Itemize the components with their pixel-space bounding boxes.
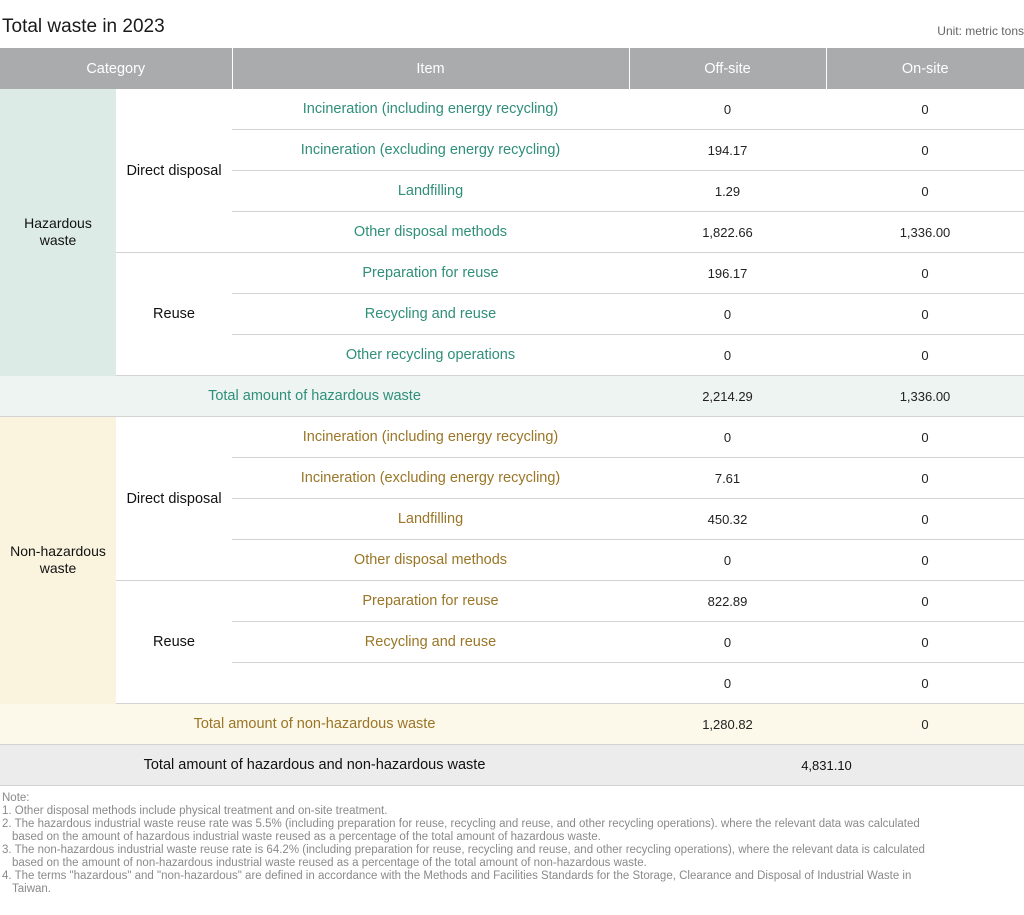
total-non-hazardous-off-site: 1,280.82 [629, 703, 826, 745]
note-item: 2. The hazardous industrial waste reuse … [2, 818, 920, 830]
table-row: 0 0 [0, 662, 1024, 704]
on-site-cell: 0 [826, 170, 1024, 212]
unit-label: Unit: metric tons [937, 24, 1024, 38]
item-cell: Preparation for reuse [232, 580, 629, 622]
category-label: Non-hazardous [10, 543, 106, 560]
note-item: based on the amount of non-hazardous ind… [12, 857, 647, 869]
table-row: Reuse Preparation for reuse 196.17 0 [0, 252, 1024, 376]
on-site-cell: 0 [826, 621, 1024, 663]
item-cell: Landfilling [232, 170, 629, 212]
table-row: Other disposal methods 1,822.66 1,336.00 [0, 211, 1024, 253]
table-row: Non-hazardous waste Direct disposal Inci… [0, 416, 1024, 704]
header-on-site: On-site [826, 48, 1024, 89]
note-item: Taiwan. [12, 883, 51, 895]
total-non-hazardous-row: Total amount of non-hazardous waste 1,28… [0, 703, 1024, 745]
off-site-cell: 194.17 [629, 129, 826, 171]
note-item: based on the amount of hazardous industr… [12, 831, 601, 843]
total-hazardous-row: Total amount of hazardous waste 2,214.29… [0, 375, 1024, 417]
item-cell: Recycling and reuse [232, 293, 629, 335]
item-cell: Other disposal methods [232, 211, 629, 253]
table-row: Recycling and reuse 0 0 [0, 293, 1024, 335]
on-site-cell: 0 [826, 498, 1024, 540]
table-row: Other recycling operations 0 0 [0, 334, 1024, 376]
category-label: waste [39, 232, 77, 249]
category-hazardous: Hazardous waste [0, 89, 116, 376]
category-non-hazardous: Non-hazardous waste [0, 416, 116, 704]
off-site-cell: 196.17 [629, 252, 826, 294]
on-site-cell: 0 [826, 662, 1024, 704]
total-hazardous-label: Total amount of hazardous waste [0, 375, 629, 417]
total-hazardous-on-site: 1,336.00 [826, 375, 1024, 417]
item-cell [232, 662, 629, 704]
waste-table: Category Item Off-site On-site Hazardous… [0, 48, 1024, 786]
note-item: 4. The terms "hazardous" and "non-hazard… [2, 870, 912, 882]
off-site-cell: 0 [629, 539, 826, 581]
note-item: 3. The non-hazardous industrial waste re… [2, 844, 925, 856]
on-site-cell: 0 [826, 129, 1024, 171]
header-category: Category [0, 48, 233, 89]
table-row: Reuse Preparation for reuse 822.89 0 [0, 580, 1024, 704]
off-site-cell: 0 [629, 621, 826, 663]
subcategory-reuse: Reuse [116, 252, 232, 376]
total-non-hazardous-on-site: 0 [826, 703, 1024, 745]
off-site-cell: 450.32 [629, 498, 826, 540]
on-site-cell: 0 [826, 416, 1024, 458]
grand-total-value: 4,831.10 [629, 744, 1024, 786]
notes-heading: Note: [2, 792, 30, 804]
on-site-cell: 0 [826, 334, 1024, 376]
grand-total-label: Total amount of hazardous and non-hazard… [0, 744, 629, 786]
table-row: Incineration (excluding energy recycling… [0, 457, 1024, 499]
item-cell: Incineration (excluding energy recycling… [232, 457, 629, 499]
off-site-cell: 822.89 [629, 580, 826, 622]
subcategory-direct-disposal: Direct disposal [116, 89, 232, 253]
item-cell: Incineration (excluding energy recycling… [232, 129, 629, 171]
item-cell: Other recycling operations [232, 334, 629, 376]
item-cell: Other disposal methods [232, 539, 629, 581]
header-item: Item [232, 48, 630, 89]
off-site-cell: 1.29 [629, 170, 826, 212]
on-site-cell: 0 [826, 539, 1024, 581]
item-cell: Preparation for reuse [232, 252, 629, 294]
subcategory-direct-disposal: Direct disposal [116, 416, 232, 581]
on-site-cell: 0 [826, 457, 1024, 499]
table-header-row: Category Item Off-site On-site [0, 48, 1024, 89]
table-row: Landfilling 1.29 0 [0, 170, 1024, 212]
on-site-cell: 0 [826, 293, 1024, 335]
category-label: waste [39, 560, 77, 577]
page-title: Total waste in 2023 [2, 16, 165, 37]
off-site-cell: 0 [629, 416, 826, 458]
off-site-cell: 0 [629, 293, 826, 335]
header-off-site: Off-site [629, 48, 827, 89]
off-site-cell: 0 [629, 662, 826, 704]
table-row: Recycling and reuse 0 0 [0, 621, 1024, 663]
off-site-cell: 1,822.66 [629, 211, 826, 253]
item-cell: Recycling and reuse [232, 621, 629, 663]
on-site-cell: 0 [826, 89, 1024, 130]
item-cell: Incineration (including energy recycling… [232, 416, 629, 458]
total-hazardous-off-site: 2,214.29 [629, 375, 826, 417]
item-cell: Incineration (including energy recycling… [232, 89, 629, 130]
table-row: Landfilling 450.32 0 [0, 498, 1024, 540]
on-site-cell: 1,336.00 [826, 211, 1024, 253]
item-cell: Landfilling [232, 498, 629, 540]
table-row: Other disposal methods 0 0 [0, 539, 1024, 581]
off-site-cell: 7.61 [629, 457, 826, 499]
grand-total-row: Total amount of hazardous and non-hazard… [0, 744, 1024, 786]
table-row: Incineration (excluding energy recycling… [0, 129, 1024, 171]
off-site-cell: 0 [629, 334, 826, 376]
notes-section: Note: 1. Other disposal methods include … [2, 792, 1024, 896]
total-non-hazardous-label: Total amount of non-hazardous waste [0, 703, 629, 745]
off-site-cell: 0 [629, 89, 826, 130]
table-row: Hazardous waste Direct disposal Incinera… [0, 89, 1024, 376]
on-site-cell: 0 [826, 580, 1024, 622]
note-item: 1. Other disposal methods include physic… [2, 805, 388, 817]
category-label: Hazardous [24, 215, 92, 232]
on-site-cell: 0 [826, 252, 1024, 294]
subcategory-reuse: Reuse [116, 580, 232, 704]
